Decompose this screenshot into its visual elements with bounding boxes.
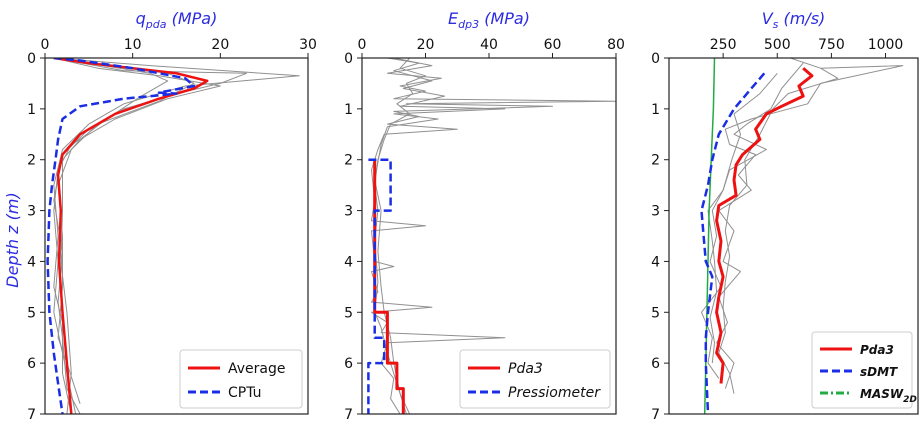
series-average bbox=[53, 58, 209, 414]
y-tick-label: 3 bbox=[27, 204, 36, 220]
series-trace-5 bbox=[53, 58, 248, 414]
x-tick-label: 500 bbox=[764, 37, 791, 53]
y-axis-label: Depth z (m) bbox=[3, 192, 22, 287]
legend-box bbox=[811, 331, 913, 409]
x-tick-label: 20 bbox=[417, 37, 435, 53]
panel-2: 0 20 40 60 80 0 1 2 3 4 5 6 7 Edp3 (MPa) Pda3 Pressiome… bbox=[344, 9, 625, 423]
y-tick-label: 0 bbox=[344, 51, 353, 67]
x-tick-label: 1000 bbox=[868, 37, 904, 53]
legend: Average CPTu bbox=[179, 349, 303, 409]
series-group bbox=[367, 58, 616, 414]
x-tick-label: 20 bbox=[211, 37, 229, 53]
y-tick-label: 1 bbox=[651, 102, 660, 118]
series-trace-1 bbox=[716, 58, 904, 389]
x-tick-label: 60 bbox=[544, 37, 562, 53]
x-tick-label: 250 bbox=[710, 37, 737, 53]
legend: Pda3 sDMT MASW2D bbox=[811, 331, 917, 409]
legend: Pda3 Pressiometer bbox=[459, 349, 611, 409]
legend-label: Pressiometer bbox=[508, 385, 601, 401]
series-trace-1 bbox=[371, 58, 616, 414]
legend-label: Pda3 bbox=[508, 361, 543, 377]
y-tick-label: 7 bbox=[651, 407, 660, 423]
series-pda3 bbox=[715, 67, 814, 384]
plot-frame bbox=[44, 57, 309, 415]
legend-label: CPTu bbox=[228, 385, 262, 401]
legend-box bbox=[179, 349, 303, 409]
y-tick-label: 5 bbox=[344, 305, 353, 321]
x-tick-label: 0 bbox=[41, 37, 50, 53]
x-axis-label: Edp3 (MPa) bbox=[448, 9, 530, 31]
y-tick-label: 1 bbox=[27, 102, 36, 118]
panel-1: 0 10 20 30 0 1 2 3 4 5 6 7 qpda (MPa) Average CPTu bbox=[27, 9, 317, 423]
y-tick-label: 5 bbox=[651, 305, 660, 321]
y-tick-label: 2 bbox=[344, 153, 353, 169]
series-group bbox=[46, 58, 300, 414]
y-tick-label: 4 bbox=[27, 254, 36, 270]
x-tick-label: 10 bbox=[124, 37, 142, 53]
series-pressiometer bbox=[367, 158, 392, 414]
y-tick-label: 0 bbox=[651, 51, 660, 67]
y-tick-label: 1 bbox=[344, 102, 353, 118]
series-group bbox=[700, 58, 904, 414]
x-tick-label: 40 bbox=[480, 37, 498, 53]
y-tick-label: 2 bbox=[27, 153, 36, 169]
x-axis-label: Vs (m/s) bbox=[762, 9, 826, 31]
legend-label: Average bbox=[228, 361, 286, 377]
y-tick-label: 7 bbox=[344, 407, 353, 423]
y-tick-label: 6 bbox=[27, 356, 36, 372]
y-tick-label: 4 bbox=[651, 254, 660, 270]
x-tick-label: 750 bbox=[818, 37, 845, 53]
y-tick-label: 3 bbox=[651, 204, 660, 220]
x-tick-label: 0 bbox=[358, 37, 367, 53]
plot-frame bbox=[668, 57, 919, 415]
legend-label: MASW2D bbox=[860, 387, 917, 405]
series-pda3 bbox=[373, 159, 405, 414]
series-cptu bbox=[46, 58, 196, 414]
y-tick-label: 4 bbox=[344, 254, 353, 270]
series-trace-4 bbox=[53, 58, 169, 414]
series-trace-4 bbox=[707, 72, 778, 364]
y-tick-label: 6 bbox=[651, 356, 660, 372]
y-tick-label: 6 bbox=[344, 356, 353, 372]
y-tick-label: 2 bbox=[651, 153, 660, 169]
x-axis-label: qpda (MPa) bbox=[136, 9, 218, 31]
legend-label: sDMT bbox=[860, 365, 898, 379]
y-tick-label: 5 bbox=[27, 305, 36, 321]
x-tick-label: 80 bbox=[607, 37, 625, 53]
y-tick-label: 3 bbox=[344, 204, 353, 220]
panel-3: 250 500 750 1000 0 1 2 3 4 5 6 7 Vs (m/s) Pda3 sDMT MAS… bbox=[651, 9, 919, 423]
y-tick-label: 7 bbox=[27, 407, 36, 423]
x-tick-label: 30 bbox=[299, 37, 317, 53]
series-trace-3 bbox=[718, 67, 839, 394]
y-tick-label: 0 bbox=[27, 51, 36, 67]
series-sdmt bbox=[700, 72, 766, 414]
legend-label: Pda3 bbox=[860, 343, 894, 357]
